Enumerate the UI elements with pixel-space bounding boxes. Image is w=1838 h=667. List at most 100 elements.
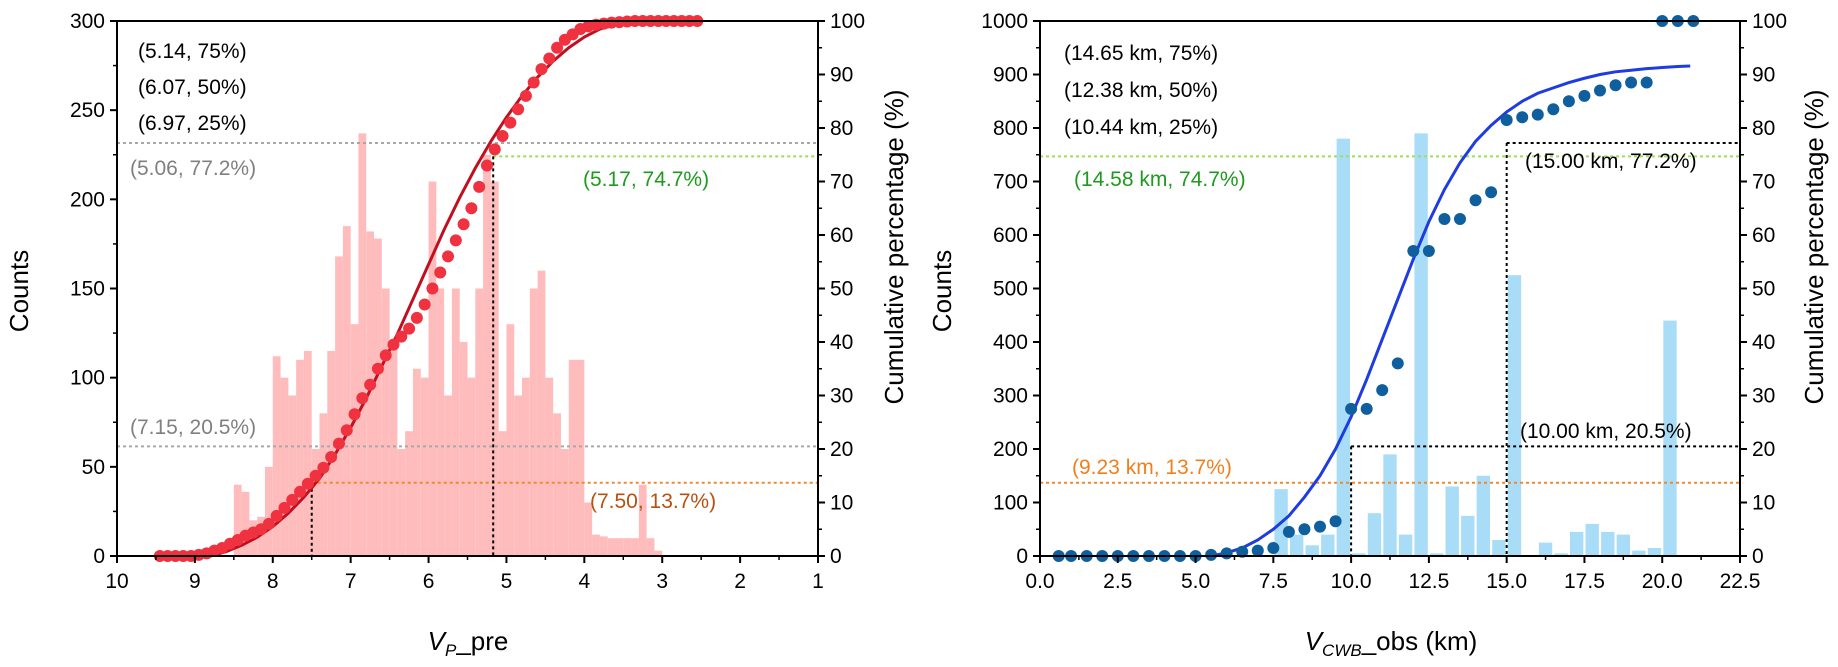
- L-bar-7: [288, 395, 297, 556]
- L-bar-47: [599, 536, 608, 556]
- L-y2tick-label-0: 0: [830, 545, 842, 568]
- R-y2tick-label-1: 10: [1752, 492, 1775, 515]
- right-y-axis-label: Counts: [927, 250, 957, 332]
- L-bar-44: [576, 359, 585, 556]
- L-bar-28: [451, 288, 460, 556]
- L-point-42: [480, 159, 493, 172]
- R-bar-7: [1383, 454, 1397, 556]
- R-y2tick-label-0: 0: [1752, 545, 1764, 568]
- R-bar-6: [1367, 513, 1382, 556]
- R-bar-23: [1632, 550, 1646, 556]
- right-fit-curve: [1210, 64, 1691, 558]
- L-bar-23: [412, 368, 421, 556]
- L-bar-1: [241, 491, 250, 556]
- R-point-33: [1562, 95, 1575, 108]
- left-annotation-orange: (7.50, 13.7%): [590, 490, 716, 513]
- L-point-38: [449, 234, 462, 247]
- L-bar-41: [553, 413, 561, 556]
- L-point-45: [504, 116, 517, 129]
- left-annotation-q25: (6.97, 25%): [138, 112, 247, 135]
- L-point-31: [395, 330, 408, 343]
- L-bar-22: [405, 431, 413, 556]
- R-point-11: [1220, 547, 1233, 560]
- R-y2tick-label-2: 20: [1752, 438, 1775, 461]
- R-bar-20: [1585, 523, 1599, 556]
- L-ytick-label-5: 250: [70, 99, 105, 122]
- right-x-label-sub: CWB: [1322, 641, 1362, 660]
- L-point-47: [519, 89, 532, 102]
- left-histogram-bars: [233, 133, 663, 556]
- L-point-32: [403, 322, 416, 335]
- L-xtick-label-6: 4: [578, 570, 590, 593]
- R-bar-10: [1429, 553, 1444, 556]
- left-annotation-q75: (5.14, 75%): [138, 40, 247, 63]
- L-y2tick-label-10: 100: [830, 10, 865, 33]
- R-xtick-label-1: 2.5: [1103, 570, 1132, 593]
- L-y2tick-label-5: 50: [830, 278, 853, 301]
- left-y2-axis-label: Cumulative percentage (%): [879, 89, 909, 404]
- L-bar-14: [342, 226, 351, 556]
- L-bar-33: [490, 181, 499, 556]
- R-y2tick-label-8: 80: [1752, 117, 1775, 140]
- left-annotation-green: (5.17, 74.7%): [583, 168, 709, 191]
- left-axes: [110, 20, 825, 563]
- R-point-20: [1360, 402, 1373, 415]
- R-point-21: [1376, 384, 1389, 397]
- R-point-13: [1251, 544, 1264, 557]
- R-bar-21: [1601, 531, 1615, 556]
- right-annotation-black-upper: (15.00 km, 77.2%): [1525, 150, 1697, 173]
- R-bar-1: [1289, 534, 1304, 556]
- L-bar-51: [631, 538, 639, 556]
- left-reference-lines: [117, 141, 818, 556]
- L-xtick-label-4: 6: [423, 570, 435, 593]
- R-bar-17: [1554, 553, 1568, 556]
- right-annotation-q50: (12.38 km, 50%): [1064, 79, 1218, 102]
- right-x-label-rest: _obs (km): [1361, 626, 1478, 656]
- L-point-19: [301, 477, 314, 490]
- R-ytick-label-3: 300: [993, 385, 1028, 408]
- left-chart-panel: 10 9 8 7 6 5 4 3 2 105010015020025030001020304050…: [4, 10, 909, 660]
- left-x-label-sub: P: [445, 641, 457, 660]
- R-y2tick-label-7: 70: [1752, 171, 1775, 194]
- right-annotation-green: (14.58 km, 74.7%): [1074, 168, 1246, 191]
- L-point-20: [309, 469, 322, 482]
- right-reference-lines: [1040, 141, 1740, 556]
- L-bar-50: [623, 538, 632, 556]
- L-point-50: [543, 52, 556, 65]
- right-annotation-orange: (9.23 km, 13.7%): [1072, 456, 1232, 479]
- R-bar-15: [1507, 275, 1522, 557]
- L-point-23: [332, 437, 345, 450]
- right-annotation-q75: (14.65 km, 75%): [1064, 42, 1218, 65]
- L-point-16: [278, 501, 291, 514]
- L-xtick-label-0: 10: [105, 570, 128, 593]
- L-point-46: [512, 103, 525, 116]
- R-bar-11: [1445, 486, 1459, 556]
- left-tick-labels: 10 9 8 7 6 5 4 3 2 105010015020025030001020304050…: [70, 10, 865, 593]
- L-bar-20: [389, 342, 398, 556]
- R-bar-13: [1476, 475, 1491, 556]
- L-bar-34: [498, 431, 507, 556]
- L-ytick-label-0: 0: [93, 545, 105, 568]
- L-ytick-label-4: 200: [70, 188, 105, 211]
- L-bar-42: [560, 449, 569, 556]
- R-bar-12: [1461, 515, 1475, 557]
- right-axes: [1033, 20, 1747, 563]
- left-annotation-grey-upper: (5.06, 77.2%): [130, 157, 256, 180]
- R-point-18: [1329, 515, 1342, 528]
- L-y2tick-label-2: 20: [830, 438, 853, 461]
- R-point-30: [1516, 111, 1529, 124]
- left-x-label-rest: _pre: [455, 626, 508, 656]
- L-point-25: [348, 408, 361, 421]
- L-y2tick-label-3: 30: [830, 385, 853, 408]
- R-bar-22: [1616, 534, 1631, 556]
- L-point-49: [535, 63, 548, 76]
- R-y2tick-label-3: 30: [1752, 385, 1775, 408]
- L-bar-18: [374, 238, 382, 556]
- L-bar-43: [568, 359, 577, 556]
- L-bar-25: [428, 181, 437, 556]
- L-xtick-label-8: 2: [734, 570, 746, 593]
- right-histogram-bars: [1274, 133, 1677, 557]
- left-annotation-q50: (6.07, 50%): [138, 76, 247, 99]
- R-point-15: [1282, 525, 1295, 538]
- L-point-33: [410, 311, 423, 324]
